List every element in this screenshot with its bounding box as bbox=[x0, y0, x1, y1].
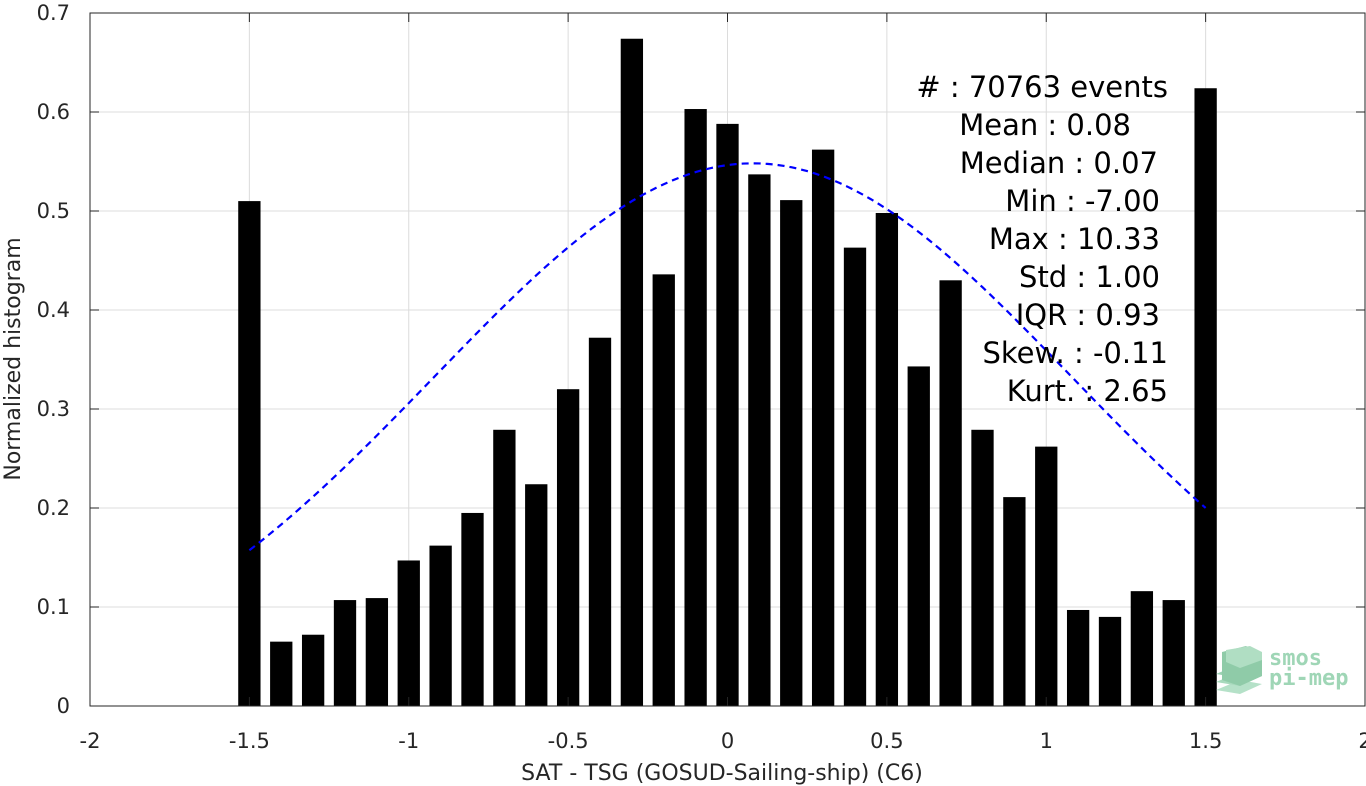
bar bbox=[684, 109, 707, 706]
y-tick-label: 0.3 bbox=[37, 397, 70, 421]
stat-mean: Mean : 0.08 bbox=[959, 108, 1131, 142]
y-tick-label: 0 bbox=[57, 694, 70, 718]
y-tick-labels: 0 0.1 0.2 0.3 0.4 0.5 0.6 0.7 bbox=[37, 1, 70, 718]
stat-iqr: IQR : 0.93 bbox=[1016, 298, 1160, 332]
smos-pi-mep-logo: smos pi-mep bbox=[1216, 646, 1348, 694]
bar bbox=[1066, 609, 1090, 706]
stat-min: Min : -7.00 bbox=[1005, 184, 1160, 218]
x-tick-label: -1.5 bbox=[229, 729, 270, 753]
bar bbox=[270, 641, 293, 706]
bar bbox=[748, 174, 771, 706]
stat-kurt: Kurt. : 2.65 bbox=[1007, 374, 1168, 408]
y-axis-label: Normalized histogram bbox=[1, 237, 26, 480]
ticks bbox=[89, 12, 1366, 707]
x-tick-label: -2 bbox=[80, 729, 101, 753]
bar bbox=[1003, 497, 1026, 706]
bar bbox=[1098, 616, 1122, 706]
stat-std: Std : 1.00 bbox=[1019, 260, 1160, 294]
x-tick-label: 0.5 bbox=[870, 729, 903, 753]
x-axis-label: SAT - TSG (GOSUD-Sailing-ship) (C6) bbox=[521, 761, 923, 786]
y-tick-label: 0.7 bbox=[37, 1, 70, 25]
logo-text-smos: smos bbox=[1269, 646, 1322, 671]
bars bbox=[238, 38, 1217, 707]
bar bbox=[780, 200, 803, 707]
bar bbox=[716, 123, 739, 706]
stat-skew: Skew. : -0.11 bbox=[982, 336, 1168, 370]
bar bbox=[397, 560, 420, 706]
bar bbox=[588, 337, 612, 706]
bar bbox=[301, 634, 325, 706]
bar bbox=[939, 280, 962, 706]
y-tick-label: 0.1 bbox=[37, 595, 70, 619]
bar bbox=[429, 545, 452, 706]
bar bbox=[556, 389, 580, 706]
x-tick-label: 1.5 bbox=[1189, 729, 1222, 753]
stat-median: Median : 0.07 bbox=[960, 146, 1158, 180]
y-tick-label: 0.4 bbox=[37, 298, 70, 322]
x-tick-labels: -2 -1.5 -1 -0.5 0 0.5 1 1.5 2 bbox=[80, 729, 1366, 753]
y-tick-label: 0.5 bbox=[37, 199, 70, 223]
stat-max: Max : 10.33 bbox=[989, 222, 1160, 256]
bar bbox=[843, 247, 867, 706]
bar bbox=[907, 366, 930, 706]
bar bbox=[333, 600, 357, 706]
bar bbox=[1035, 446, 1058, 706]
y-tick-label: 0.2 bbox=[37, 496, 70, 520]
normal-fit-curve bbox=[248, 162, 1207, 552]
x-tick-label: -1 bbox=[398, 729, 419, 753]
logo-layers-icon bbox=[1216, 646, 1262, 694]
bar bbox=[811, 149, 835, 706]
bar bbox=[971, 429, 994, 706]
bar bbox=[1130, 591, 1154, 706]
stat-events: # : 70763 events bbox=[916, 70, 1168, 104]
x-tick-label: 1 bbox=[1040, 729, 1053, 753]
bar bbox=[365, 598, 389, 706]
x-tick-label: -0.5 bbox=[548, 729, 589, 753]
statistics-box: # : 70763 events Mean : 0.08 Median : 0.… bbox=[916, 70, 1168, 408]
bar bbox=[875, 212, 899, 707]
bar bbox=[461, 512, 484, 706]
x-tick-label: 2 bbox=[1358, 729, 1366, 753]
bar bbox=[1162, 600, 1185, 706]
logo-text-pi-mep: pi-mep bbox=[1269, 666, 1348, 691]
y-tick-label: 0.6 bbox=[37, 100, 70, 124]
bar bbox=[652, 274, 675, 706]
x-tick-label: 0 bbox=[721, 729, 734, 753]
bar bbox=[238, 201, 261, 706]
bar bbox=[493, 429, 516, 706]
bar bbox=[525, 484, 548, 706]
bar bbox=[1194, 88, 1217, 707]
bar bbox=[620, 38, 644, 707]
